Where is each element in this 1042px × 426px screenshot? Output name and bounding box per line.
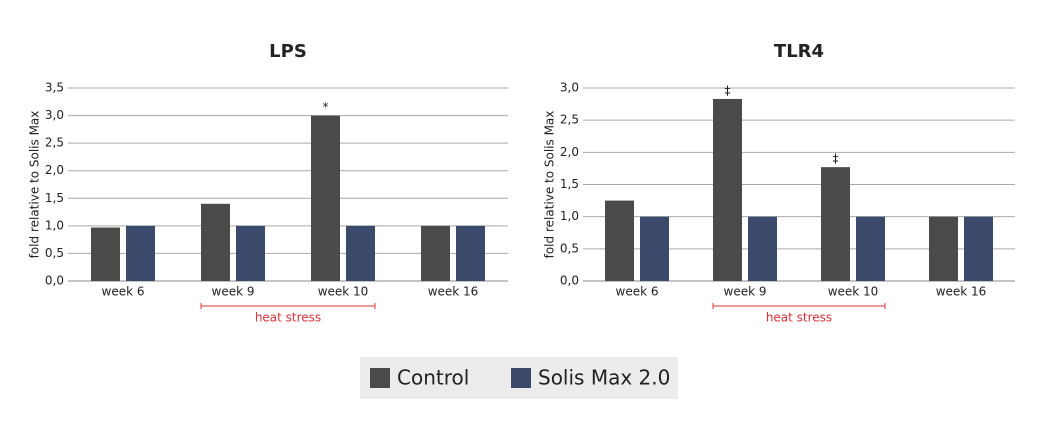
y-tick-label: 2,0	[45, 163, 64, 177]
annotation: *	[323, 100, 329, 114]
bar	[713, 98, 742, 281]
bar	[640, 216, 669, 281]
y-tick-label: 2,5	[560, 113, 579, 127]
x-tick-label: week 9	[724, 285, 767, 299]
x-tick-label: week 10	[318, 285, 369, 299]
bar	[311, 115, 340, 281]
y-tick-label: 2,5	[45, 136, 64, 150]
annotation: ‡	[725, 83, 731, 97]
chart-title: TLR4	[774, 41, 824, 62]
y-axis-label: fold relative to Solis Max	[543, 111, 557, 259]
y-tick-label: 3,0	[560, 81, 579, 95]
bar	[236, 225, 265, 281]
legend-text: Control	[397, 366, 469, 390]
bar	[605, 200, 634, 281]
bracket-label: heat stress	[255, 311, 321, 325]
y-tick-label: 2,0	[560, 145, 579, 159]
bar	[856, 216, 885, 281]
y-tick-label: 0,5	[45, 246, 64, 260]
legend-swatch	[370, 368, 390, 388]
bar	[748, 216, 777, 281]
x-tick-label: week 10	[828, 285, 879, 299]
y-tick-label: 1,5	[45, 191, 64, 205]
bar	[456, 225, 485, 281]
x-tick-label: week 6	[616, 285, 659, 299]
x-tick-label: week 9	[212, 285, 255, 299]
y-tick-label: 3,5	[45, 81, 64, 95]
bar	[964, 216, 993, 281]
bar	[91, 227, 120, 281]
y-axis-label: fold relative to Solis Max	[28, 111, 42, 259]
chart-title: LPS	[269, 41, 307, 62]
bar	[421, 225, 450, 281]
y-tick-label: 0,0	[560, 274, 579, 288]
y-tick-label: 1,0	[560, 209, 579, 223]
bar	[126, 225, 155, 281]
bar	[346, 225, 375, 281]
y-tick-label: 1,5	[560, 177, 579, 191]
bar	[821, 167, 850, 281]
y-tick-label: 3,0	[45, 108, 64, 122]
legend-text: Solis Max 2.0	[538, 366, 670, 390]
y-tick-label: 0,0	[45, 274, 64, 288]
bar	[201, 203, 230, 281]
bar	[929, 216, 958, 281]
y-tick-label: 1,0	[45, 218, 64, 232]
x-tick-label: week 16	[428, 285, 479, 299]
y-tick-label: 0,5	[560, 241, 579, 255]
bracket-label: heat stress	[766, 311, 832, 325]
x-tick-label: week 6	[102, 285, 145, 299]
x-tick-label: week 16	[936, 285, 987, 299]
annotation: ‡	[833, 152, 839, 166]
legend-swatch	[511, 368, 531, 388]
